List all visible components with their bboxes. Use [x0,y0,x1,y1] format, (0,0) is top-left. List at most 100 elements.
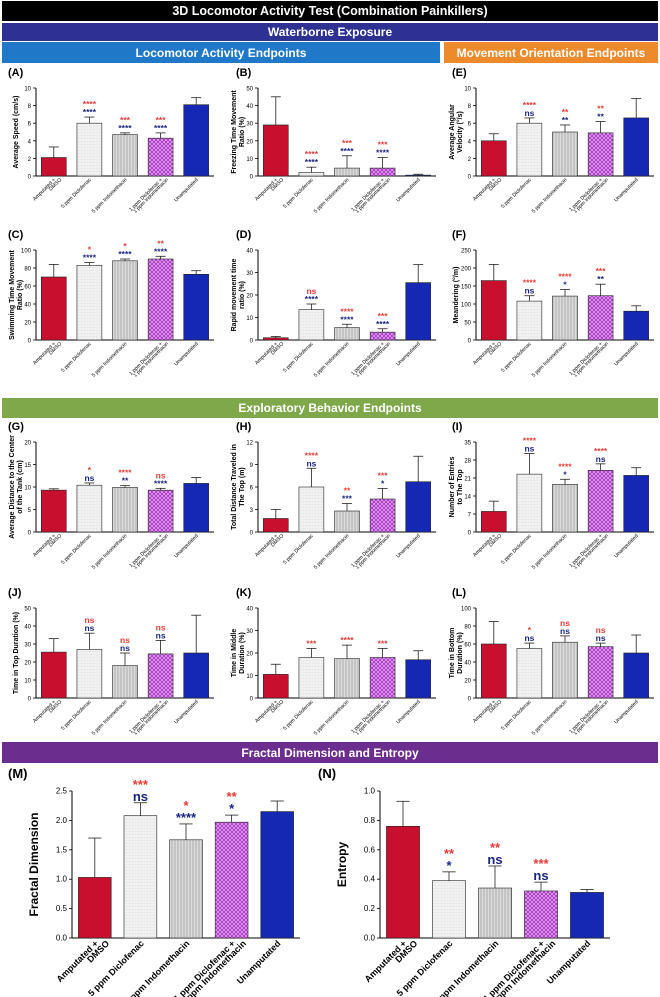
chart-b-bar[interactable] [405,174,431,177]
chart-k-bar[interactable] [263,674,289,699]
chart-b-bar[interactable] [369,167,396,177]
chart-b-x-tick-label: 5 ppm Diclofenac [282,177,315,210]
chart-c-bar[interactable] [147,258,174,341]
chart-b-bar[interactable] [263,124,289,177]
chart-d-bar[interactable] [298,309,325,341]
chart-n-y-tick-label: 0.6 [364,845,376,854]
chart-a-bar[interactable] [76,122,103,177]
chart-l-bar[interactable] [552,641,578,699]
chart-d-bar[interactable] [405,282,431,341]
chart-g-bar[interactable] [147,489,174,533]
chart-b-sig-blue: **** [376,148,390,158]
chart-h-bar[interactable] [263,518,289,533]
chart-j-y-tick-label: 10 [24,679,31,685]
chart-k-bar[interactable] [298,657,325,699]
chart-j-bar[interactable] [76,649,103,699]
chart-n-bar[interactable] [386,825,420,939]
chart-n-bar[interactable] [432,880,466,939]
chart-e-bar[interactable] [587,132,614,177]
chart-l-panel-label: (L) [452,587,466,599]
chart-h-bar[interactable] [369,498,396,533]
chart-c-bar[interactable] [112,260,138,341]
chart-d-bar[interactable] [369,331,396,341]
chart-m-bar[interactable] [214,821,249,939]
chart-m-bar[interactable] [169,839,203,939]
chart-e-bar[interactable] [623,117,649,177]
chart-l-bar[interactable] [623,652,649,699]
chart-e-bar[interactable] [552,131,578,177]
chart-l-sig-red: ns [560,618,570,628]
chart-e-bar[interactable] [481,140,507,177]
chart-c-bar[interactable] [183,273,209,341]
chart-d-bar[interactable] [263,337,289,341]
chart-g-x-tick-label: 5 ppm Diclofenac [60,533,93,566]
chart-b-y-tick-label: 40 [246,104,253,110]
chart-b-y-label: Ratio (%) [239,117,246,147]
chart-f-bar[interactable] [552,295,578,341]
chart-i-bar[interactable] [481,511,507,533]
chart-i-bar[interactable] [623,475,649,533]
chart-c-sig-blue: **** [83,253,97,263]
chart-l-bar[interactable] [587,646,614,699]
chart-n-bar[interactable] [570,892,604,939]
chart-f-bar[interactable] [623,310,649,341]
chart-e-sig-red: ** [597,103,604,113]
chart-a-bar[interactable] [183,104,209,177]
locomotor-banner: Locomotor Activity Endpoints [2,42,440,63]
chart-g-y-label: Average Distance to the Center [9,435,16,539]
chart-g-bar[interactable] [112,487,138,533]
chart-h-bar[interactable] [405,481,431,533]
chart-n-panel-label: (N) [318,766,336,781]
chart-d-bar[interactable] [334,327,360,341]
chart-a-bar[interactable] [112,134,138,177]
chart-j-y-tick-label: 30 [24,643,31,649]
chart-g-sig-blue: ns [84,473,94,483]
chart-j-bar[interactable] [41,651,67,699]
chart-h-bar[interactable] [334,510,360,533]
chart-e-bar[interactable] [516,122,543,177]
chart-f-bar[interactable] [481,280,507,341]
chart-n-bar[interactable] [478,887,512,939]
chart-i-y-tick-label: 0 [468,531,472,537]
chart-a-bar[interactable] [147,137,174,177]
chart-l-bar[interactable] [481,643,507,699]
chart-l-bar[interactable] [516,648,543,699]
chart-m-panel-label: (M) [8,766,28,781]
chart-c-bar[interactable] [76,264,103,341]
chart-b-bar[interactable] [298,172,325,177]
chart-c-bar[interactable] [41,276,67,341]
chart-j-sig-red: ns [120,635,130,645]
chart-k-bar[interactable] [334,658,360,699]
chart-n-bar[interactable] [524,890,558,939]
chart-m-bar[interactable] [260,811,294,939]
chart-h-bar[interactable] [298,486,325,533]
chart-f-bar[interactable] [587,295,614,341]
chart-k-bar[interactable] [405,659,431,699]
chart-k-x-tick-label: 1 ppm Diclofenac + [350,699,386,735]
chart-b-bar[interactable] [334,167,360,177]
chart-i-bar[interactable] [516,473,543,533]
chart-h-y-tick-label: 0 [250,531,254,537]
chart-i-bar[interactable] [587,469,614,533]
chart-i-bar[interactable] [552,484,578,533]
chart-a-bar[interactable] [41,157,67,177]
chart-h-x-tick-label: 5 ppm Indomethacin [313,533,351,571]
chart-n-y-tick-label: 1.0 [364,787,376,796]
chart-h-panel-label: (H) [236,421,252,433]
chart-d-y-label: ratio (%) [239,281,246,309]
chart-j-bar[interactable] [183,652,209,699]
chart-m-bar[interactable] [123,815,158,939]
chart-f-bar[interactable] [516,300,543,341]
chart-j-bar[interactable] [147,653,174,699]
chart-j-bar[interactable] [112,665,138,699]
chart-c-sig-blue: **** [118,249,132,259]
chart-b-y-tick-label: 50 [246,87,253,93]
chart-k-x-tick-label: 5 ppm Indomethacin [313,699,351,737]
chart-c-y-tick-label: 60 [24,285,31,291]
chart-k-bar[interactable] [369,657,396,699]
chart-g-bar[interactable] [76,484,103,533]
chart-g-bar[interactable] [41,489,67,533]
figure-title: 3D Locomotor Activity Test (Combination … [2,1,658,21]
chart-m-bar[interactable] [78,877,112,939]
chart-g-bar[interactable] [183,483,209,533]
